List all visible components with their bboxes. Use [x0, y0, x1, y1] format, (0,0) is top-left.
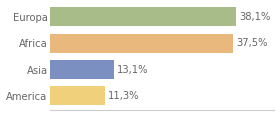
Bar — [50, 34, 233, 53]
Text: 38,1%: 38,1% — [239, 12, 270, 22]
Text: 11,3%: 11,3% — [108, 91, 140, 101]
Bar — [50, 7, 236, 26]
Bar — [50, 86, 106, 105]
Text: 13,1%: 13,1% — [117, 65, 149, 75]
Bar — [50, 60, 114, 79]
Text: 37,5%: 37,5% — [236, 38, 267, 48]
